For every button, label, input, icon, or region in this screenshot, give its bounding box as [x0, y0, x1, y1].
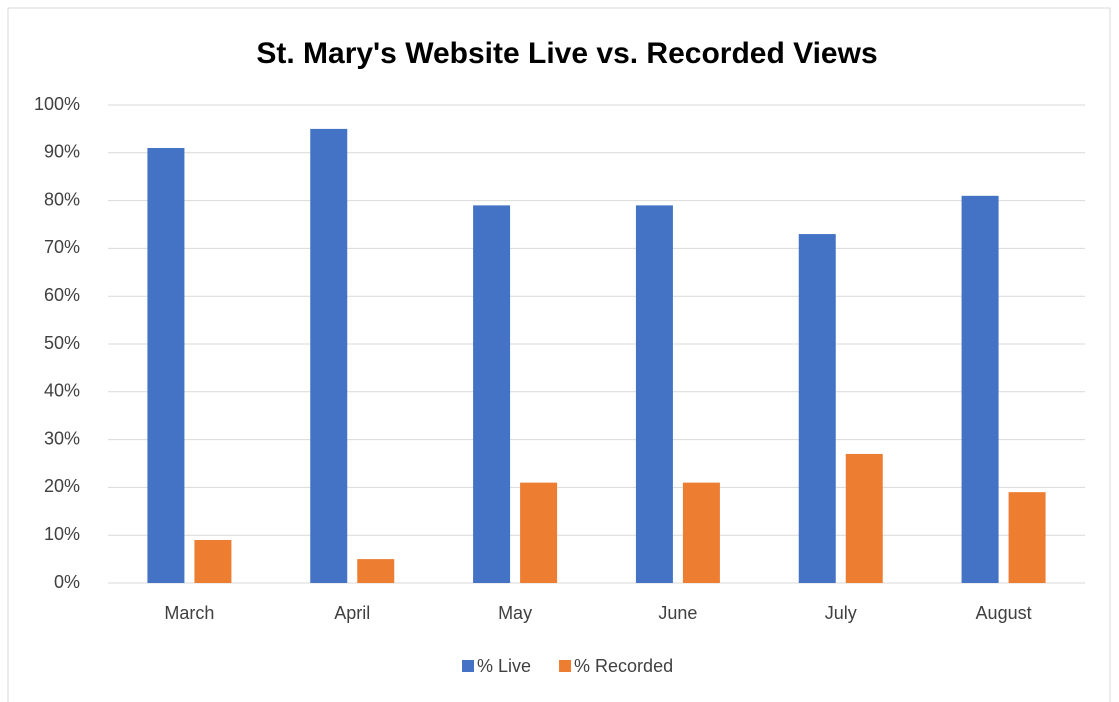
bar [310, 128, 348, 583]
y-tick-label: 100% [34, 94, 80, 114]
bar [194, 539, 232, 583]
y-tick-label: 0% [54, 572, 80, 592]
bar [473, 205, 511, 583]
x-tick-label: July [825, 603, 857, 623]
bar [1008, 492, 1046, 583]
legend-label: % Recorded [574, 656, 673, 676]
y-tick-label: 30% [44, 428, 80, 448]
bar [845, 453, 883, 583]
chart-title: St. Mary's Website Live vs. Recorded Vie… [256, 37, 877, 70]
x-tick-label: June [658, 603, 697, 623]
y-tick-label: 40% [44, 381, 80, 401]
bar [357, 559, 395, 583]
legend-swatch [462, 660, 474, 672]
y-tick-label: 90% [44, 142, 80, 162]
bar [635, 205, 673, 583]
bar [961, 195, 999, 583]
y-tick-label: 80% [44, 189, 80, 209]
x-tick-label: May [498, 603, 532, 623]
bar [682, 482, 720, 583]
y-tick-label: 70% [44, 237, 80, 257]
bar [798, 234, 836, 583]
legend-label: % Live [477, 656, 531, 676]
y-tick-label: 50% [44, 333, 80, 353]
y-tick-label: 20% [44, 476, 80, 496]
bar [520, 482, 558, 583]
y-tick-label: 10% [44, 524, 80, 544]
x-tick-label: August [976, 603, 1032, 623]
legend-swatch [559, 660, 572, 672]
chart-border [7, 7, 1111, 702]
bar [147, 148, 185, 583]
y-tick-label: 60% [44, 285, 80, 305]
x-tick-label: March [164, 603, 214, 623]
x-tick-label: April [334, 603, 370, 623]
